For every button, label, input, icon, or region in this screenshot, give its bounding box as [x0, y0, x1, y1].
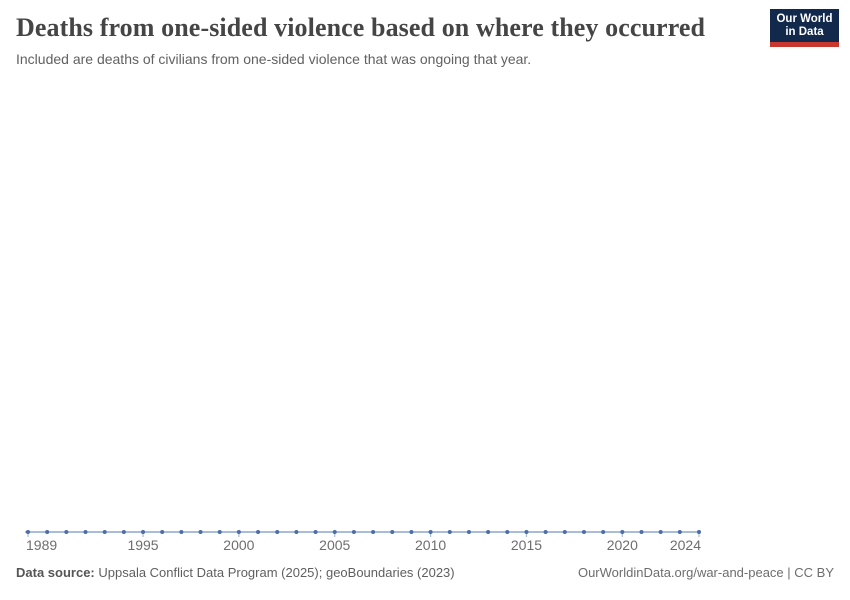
data-point[interactable]	[26, 530, 30, 534]
data-point[interactable]	[256, 530, 261, 534]
owid-logo-line2: in Data	[785, 25, 824, 38]
data-point[interactable]	[83, 530, 88, 534]
data-point[interactable]	[121, 530, 126, 534]
x-tick-label: 2000	[223, 537, 254, 553]
data-point[interactable]	[447, 530, 452, 534]
data-point[interactable]	[64, 530, 69, 534]
data-point[interactable]	[562, 530, 567, 534]
data-point[interactable]	[466, 530, 471, 534]
data-point[interactable]	[601, 530, 606, 534]
data-point[interactable]	[179, 530, 184, 534]
data-point[interactable]	[486, 530, 491, 534]
data-point[interactable]	[236, 530, 241, 534]
data-point[interactable]	[141, 530, 146, 534]
owid-logo: Our World in Data	[770, 9, 839, 47]
axis-svg: 1989 1995 2000 2005 2010 2015 2020 2024	[25, 530, 701, 553]
data-point[interactable]	[294, 530, 299, 534]
data-point[interactable]	[524, 530, 529, 534]
data-point[interactable]	[581, 530, 586, 534]
chart-title: Deaths from one-sided violence based on …	[16, 13, 706, 42]
data-point[interactable]	[351, 530, 356, 534]
data-point[interactable]	[45, 530, 50, 534]
owid-logo-line1: Our World	[776, 12, 833, 25]
data-point[interactable]	[428, 530, 433, 534]
data-point[interactable]	[677, 530, 682, 534]
data-point[interactable]	[620, 530, 625, 534]
data-point[interactable]	[275, 530, 280, 534]
chart-footer: Data source: Uppsala Conflict Data Progr…	[16, 565, 834, 580]
data-point[interactable]	[332, 530, 337, 534]
data-point[interactable]	[102, 530, 107, 534]
data-point[interactable]	[371, 530, 376, 534]
data-point[interactable]	[639, 530, 644, 534]
data-point[interactable]	[160, 530, 165, 534]
chart-subtitle: Included are deaths of civilians from on…	[16, 51, 532, 67]
x-tick-label: 1989	[26, 537, 57, 553]
x-tick-label: 2010	[415, 537, 446, 553]
data-point[interactable]	[658, 530, 663, 534]
data-point[interactable]	[390, 530, 395, 534]
x-tick-label: 1995	[127, 537, 158, 553]
data-source-label: Data source:	[16, 565, 95, 580]
x-tick-label: 2005	[319, 537, 350, 553]
data-point[interactable]	[198, 530, 203, 534]
data-point[interactable]	[409, 530, 414, 534]
data-point[interactable]	[697, 530, 701, 534]
data-source: Data source: Uppsala Conflict Data Progr…	[16, 565, 455, 580]
x-tick-label: 2024	[670, 537, 701, 553]
data-point[interactable]	[505, 530, 510, 534]
x-tick-label: 2020	[607, 537, 638, 553]
footer-credit-link[interactable]: OurWorldinData.org/war-and-peace | CC BY	[577, 565, 834, 580]
data-point[interactable]	[313, 530, 318, 534]
data-point[interactable]	[543, 530, 548, 534]
data-source-text[interactable]: Uppsala Conflict Data Program (2025); ge…	[94, 565, 455, 580]
data-point[interactable]	[217, 530, 222, 534]
x-tick-label: 2015	[511, 537, 542, 553]
